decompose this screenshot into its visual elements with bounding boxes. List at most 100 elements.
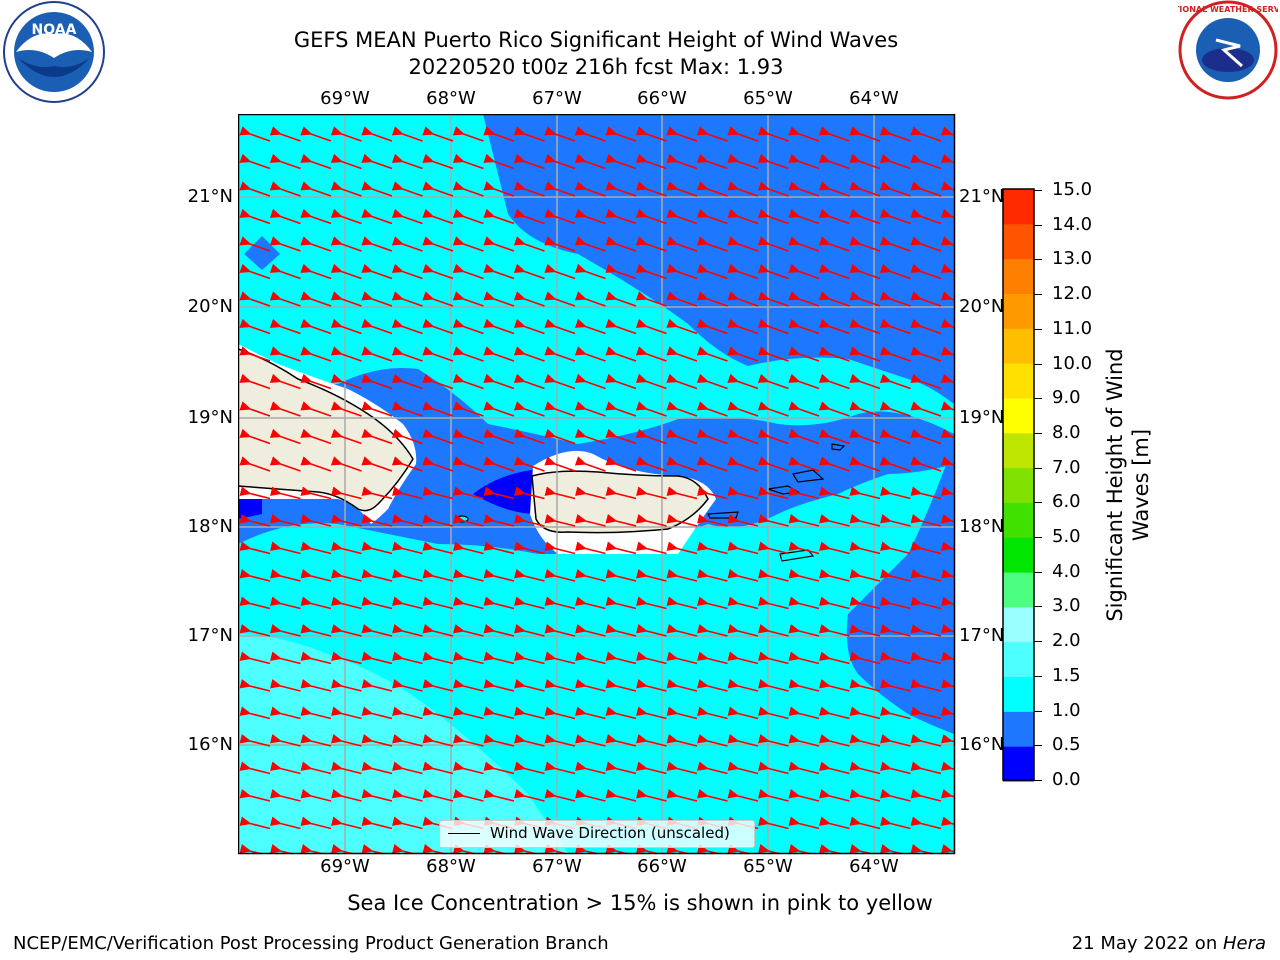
colorbar-tick: 9.0 [1052, 387, 1081, 409]
wave-direction-arrow [605, 706, 637, 720]
wave-direction-arrow [879, 428, 911, 445]
wave-direction-arrow [330, 291, 362, 307]
wave-direction-arrow [605, 428, 637, 445]
wave-direction-arrow [819, 596, 850, 610]
wave-direction-arrow [513, 428, 545, 445]
wave-direction-arrow [788, 373, 820, 390]
wave-direction-arrow [666, 514, 698, 527]
wave-direction-arrow [300, 844, 323, 853]
wave-direction-arrow [361, 428, 393, 445]
wind-wave-direction-arrows [239, 126, 954, 853]
wave-direction-arrow [727, 208, 759, 225]
wave-direction-arrow [605, 679, 637, 692]
wave-direction-arrow [636, 486, 667, 500]
wave-direction-arrow [330, 126, 362, 142]
wave-direction-arrow [574, 208, 606, 225]
wave-direction-arrow [757, 428, 789, 445]
wave-direction-arrow [636, 651, 667, 665]
wave-direction-arrow [391, 153, 423, 170]
colorbar-segment [1003, 189, 1034, 225]
wave-direction-arrow [666, 706, 698, 720]
svg-text:NOAA: NOAA [32, 22, 77, 38]
wave-direction-arrow [392, 789, 423, 802]
wave-direction-arrow [788, 153, 820, 170]
wave-direction-arrow [513, 126, 545, 142]
wave-direction-arrow [269, 236, 301, 252]
wave-direction-arrow [574, 153, 606, 170]
wave-direction-arrow [270, 816, 301, 830]
wave-direction-arrow [300, 318, 332, 335]
map-legend: Wind Wave Direction (unscaled) [439, 820, 755, 848]
wave-direction-arrow [666, 346, 698, 362]
wave-direction-arrow [605, 236, 637, 252]
wave-direction-arrow [849, 596, 881, 610]
wave-direction-arrow [483, 126, 515, 142]
wave-direction-arrow [910, 789, 942, 802]
wave-direction-arrow [239, 291, 271, 307]
wave-direction-arrow [453, 541, 484, 555]
wave-direction-arrow [605, 373, 637, 390]
wave-direction-arrow [361, 456, 393, 472]
wave-direction-arrow [635, 126, 667, 142]
wave-direction-arrow [666, 126, 698, 142]
colorbar-segment [1003, 293, 1034, 329]
wave-direction-arrow [636, 734, 667, 747]
wave-direction-arrow [269, 208, 301, 225]
wave-direction-arrow [300, 401, 332, 417]
wave-direction-arrow [575, 761, 606, 775]
wave-direction-arrow [574, 263, 606, 280]
wave-direction-arrow [300, 346, 332, 362]
wave-direction-arrow [269, 291, 301, 307]
wave-direction-arrow [635, 318, 667, 335]
wave-direction-arrow [391, 126, 423, 142]
wave-direction-arrow [575, 541, 606, 555]
lat-label-right: 20°N [959, 296, 1005, 317]
colorbar-tick: 13.0 [1052, 248, 1093, 270]
colorbar-segment [1003, 467, 1034, 503]
wave-direction-arrow [331, 651, 362, 665]
wave-direction-arrow [727, 486, 759, 500]
wave-direction-arrow [392, 816, 423, 830]
wave-direction-arrow [330, 318, 362, 335]
wave-direction-arrow [544, 734, 576, 747]
lat-label-left: 21°N [187, 186, 233, 207]
wave-direction-arrow [331, 486, 362, 500]
wave-direction-arrow [879, 208, 911, 225]
wave-direction-arrow [391, 318, 423, 335]
wave-direction-arrow [697, 706, 728, 720]
wave-direction-arrow [270, 541, 301, 555]
wave-direction-arrow [666, 456, 698, 472]
island-st-croix [779, 549, 815, 562]
wave-direction-arrow [544, 373, 576, 390]
wave-direction-arrow [910, 651, 942, 665]
wave-direction-arrow [697, 569, 728, 582]
wave-direction-arrow [422, 346, 454, 362]
wave-direction-arrow [849, 153, 881, 170]
wave-direction-arrow [513, 456, 545, 472]
wave-direction-arrow [239, 569, 271, 582]
wave-direction-arrow [300, 514, 332, 527]
noaa-logo: NOAA [2, 0, 106, 104]
wave-direction-arrow [697, 624, 728, 637]
wave-direction-arrow [635, 263, 667, 280]
wave-direction-arrow [239, 761, 271, 775]
wave-direction-arrow [422, 624, 454, 637]
wave-direction-arrow [727, 844, 750, 853]
wave-direction-arrow [483, 208, 515, 225]
wave-direction-arrow [483, 263, 515, 280]
wave-direction-arrow [635, 153, 667, 170]
wave-direction-arrow [239, 789, 271, 802]
wave-direction-arrow [514, 734, 545, 747]
wave-direction-arrow [361, 816, 393, 830]
wave-direction-arrow [879, 153, 911, 170]
wave-direction-arrow [270, 789, 301, 802]
wave-direction-arrow [239, 153, 271, 170]
wave-direction-arrow [727, 706, 759, 720]
wave-direction-arrow [330, 373, 362, 390]
colorbar-tick: 14.0 [1052, 213, 1093, 235]
wave-direction-arrow [422, 181, 454, 197]
wave-direction-arrow [300, 373, 332, 390]
wave-direction-arrow [513, 181, 545, 197]
colorbar-tick-mark [1034, 641, 1042, 643]
wave-direction-arrow [483, 428, 515, 445]
